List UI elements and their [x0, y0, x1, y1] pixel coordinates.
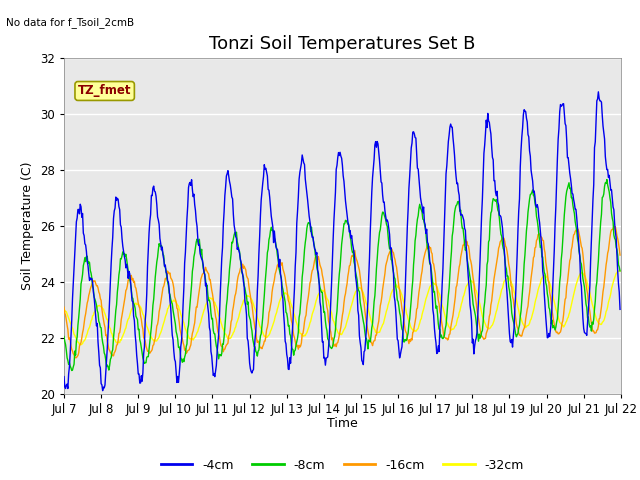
-8cm: [603, 177, 611, 182]
-8cm: [410, 253, 418, 259]
-8cm: [68, 368, 76, 373]
Title: Tonzi Soil Temperatures Set B: Tonzi Soil Temperatures Set B: [209, 35, 476, 53]
-16cm: [128, 277, 136, 283]
-32cm: [77, 342, 85, 348]
-8cm: [185, 322, 193, 328]
-16cm: [410, 324, 418, 329]
-32cm: [60, 307, 68, 312]
-32cm: [214, 310, 221, 315]
X-axis label: Time: Time: [327, 417, 358, 430]
Legend: -4cm, -8cm, -16cm, -32cm: -4cm, -8cm, -16cm, -32cm: [156, 454, 529, 477]
-16cm: [185, 348, 193, 353]
-16cm: [70, 352, 78, 358]
-32cm: [410, 328, 418, 334]
-16cm: [60, 304, 68, 310]
Line: -8cm: -8cm: [64, 180, 620, 371]
-4cm: [60, 374, 68, 380]
-4cm: [616, 306, 624, 312]
-32cm: [70, 331, 78, 337]
-8cm: [71, 348, 79, 354]
Line: -4cm: -4cm: [64, 92, 620, 391]
-16cm: [610, 223, 618, 229]
-8cm: [616, 268, 624, 274]
Text: TZ_fmet: TZ_fmet: [78, 84, 131, 97]
-32cm: [128, 306, 136, 312]
-8cm: [427, 262, 435, 267]
-4cm: [128, 298, 136, 304]
-8cm: [214, 351, 221, 357]
-4cm: [410, 131, 418, 137]
-8cm: [128, 295, 136, 300]
-16cm: [214, 329, 221, 335]
Y-axis label: Soil Temperature (C): Soil Temperature (C): [21, 161, 35, 290]
-16cm: [72, 355, 79, 360]
Text: No data for f_Tsoil_2cmB: No data for f_Tsoil_2cmB: [6, 17, 134, 28]
-4cm: [214, 340, 221, 346]
-4cm: [70, 265, 78, 271]
-16cm: [427, 245, 435, 251]
-16cm: [616, 252, 624, 258]
-4cm: [595, 89, 602, 95]
-8cm: [60, 334, 68, 339]
-4cm: [99, 388, 106, 394]
-4cm: [185, 185, 193, 191]
-32cm: [616, 268, 624, 274]
-32cm: [427, 283, 435, 288]
-32cm: [185, 334, 193, 339]
-32cm: [616, 268, 623, 274]
-4cm: [427, 262, 435, 267]
Line: -16cm: -16cm: [64, 226, 620, 358]
Line: -32cm: -32cm: [64, 271, 620, 345]
